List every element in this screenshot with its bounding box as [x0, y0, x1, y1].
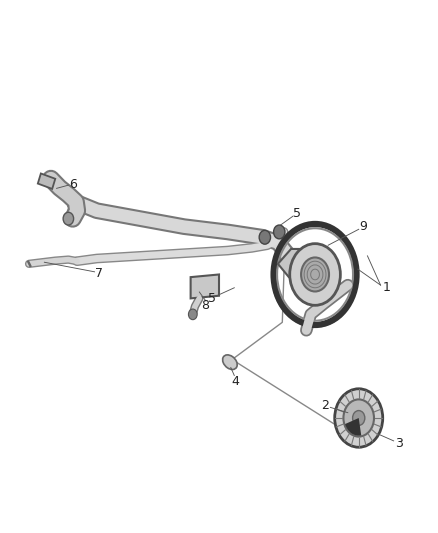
- Circle shape: [274, 225, 285, 239]
- Circle shape: [290, 244, 340, 305]
- Text: 1: 1: [383, 281, 391, 294]
- Circle shape: [63, 212, 74, 225]
- Text: 3: 3: [395, 437, 403, 450]
- Wedge shape: [345, 418, 361, 435]
- Text: 8: 8: [201, 299, 209, 312]
- Text: 4: 4: [231, 375, 239, 388]
- Polygon shape: [191, 274, 219, 298]
- Ellipse shape: [223, 355, 237, 369]
- Circle shape: [335, 389, 383, 447]
- Circle shape: [343, 399, 374, 437]
- Circle shape: [353, 410, 365, 425]
- Polygon shape: [38, 173, 55, 189]
- Text: 5: 5: [208, 292, 216, 305]
- Text: 9: 9: [359, 220, 367, 233]
- Circle shape: [188, 309, 197, 320]
- Circle shape: [301, 257, 329, 292]
- Text: 5: 5: [293, 207, 301, 220]
- Text: 7: 7: [95, 267, 103, 280]
- Text: 6: 6: [69, 177, 77, 191]
- Circle shape: [259, 230, 271, 244]
- Polygon shape: [278, 249, 317, 277]
- Text: 2: 2: [321, 399, 328, 413]
